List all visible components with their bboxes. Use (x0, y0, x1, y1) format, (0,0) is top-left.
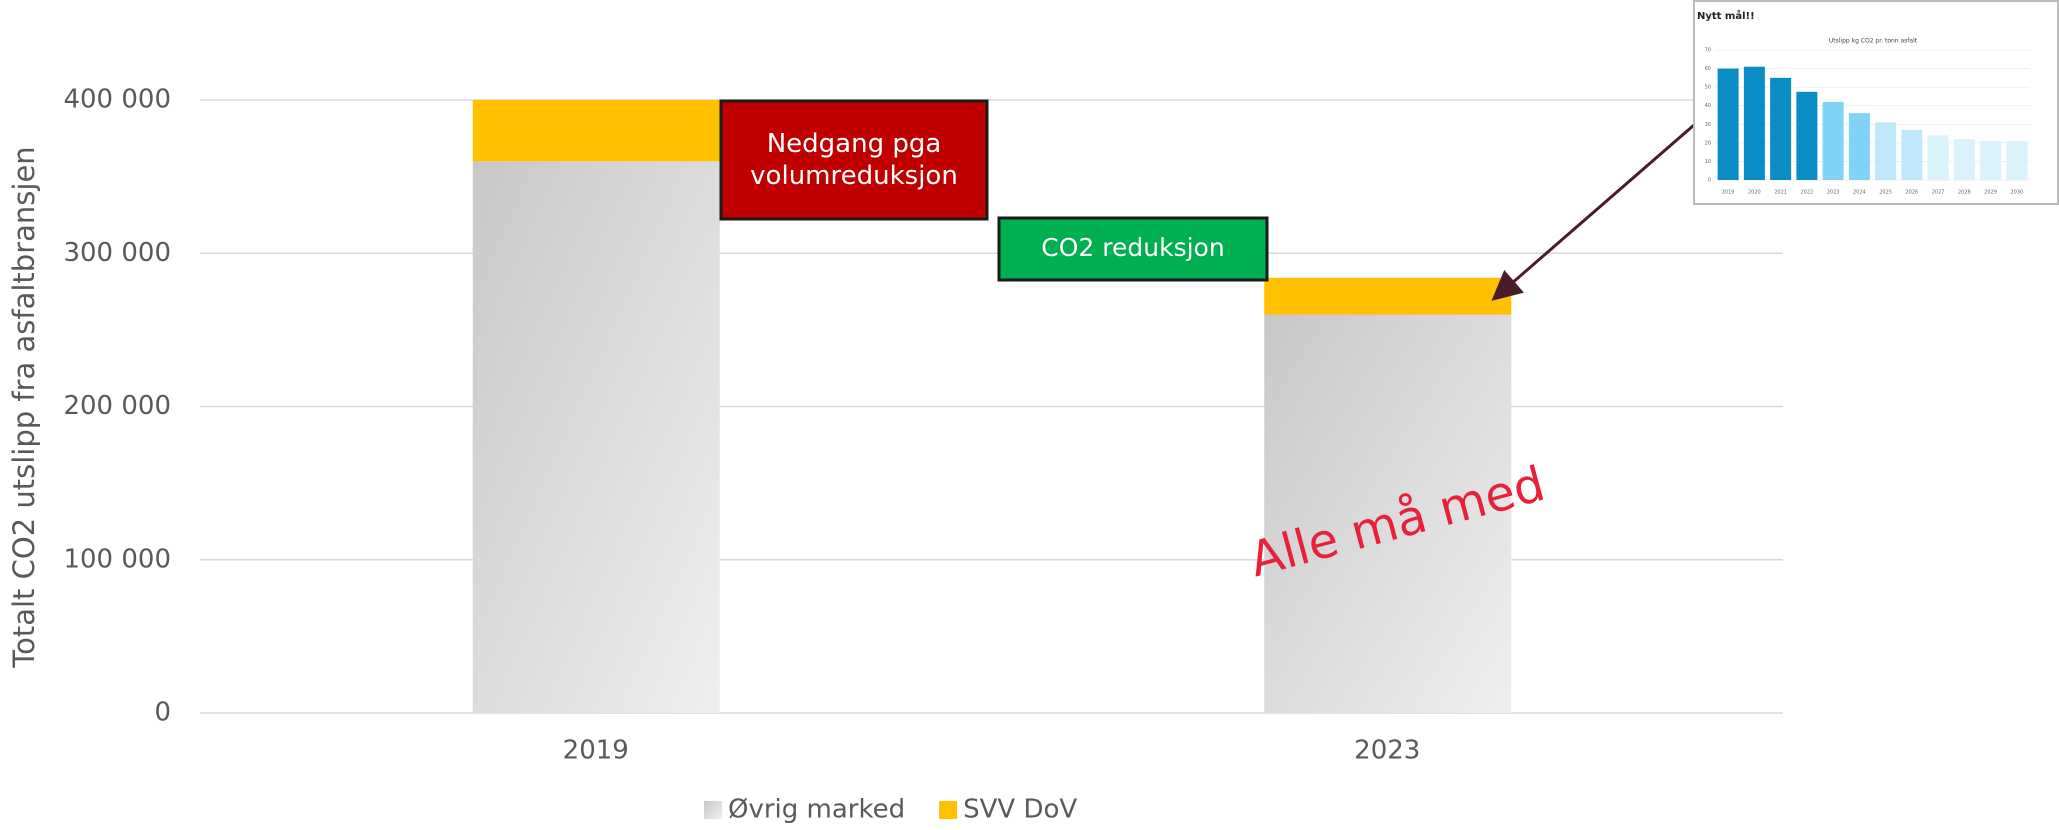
bar (1901, 129, 1923, 180)
x-tick-label: 2026 (1906, 190, 1919, 196)
x-tick-label: 2024 (1853, 190, 1866, 196)
x-tick-label: 2023 (1354, 736, 1420, 766)
y-tick-label: 100 000 (63, 544, 171, 574)
annotation-box (719, 99, 989, 221)
bar (2006, 141, 2028, 180)
bar-segment (1264, 314, 1512, 713)
inset-title: Nytt mål!! (1697, 9, 1755, 22)
bar (1796, 91, 1818, 180)
bar (1770, 77, 1792, 180)
legend-swatch (939, 801, 958, 819)
y-tick-label: 400 000 (63, 85, 171, 115)
bar (1743, 66, 1765, 180)
bar-segment (472, 161, 720, 714)
y-tick-label: 0 (154, 698, 171, 728)
y-tick-label: 70 (1705, 48, 1711, 54)
y-tick-label: 300 000 (63, 238, 171, 268)
y-tick-label: 200 000 (63, 391, 171, 421)
legend-label: Øvrig marked (728, 795, 905, 825)
x-tick-label: 2027 (1932, 190, 1945, 196)
annotation-box (997, 216, 1269, 282)
bar (1927, 135, 1949, 180)
bar (1953, 139, 1975, 180)
bar-segment (472, 100, 720, 162)
bar-segment (1264, 277, 1512, 315)
x-tick-label: 2022 (1801, 190, 1814, 196)
x-tick-label: 2028 (1958, 190, 1971, 196)
bar (1980, 141, 2002, 180)
bar (1875, 122, 1897, 180)
legend-swatch (704, 801, 722, 819)
annotation: CO2 reduksjon (1041, 233, 1224, 262)
bar (1822, 102, 1844, 180)
x-tick-label: 2023 (1827, 190, 1840, 196)
x-tick-label: 2021 (1774, 190, 1787, 196)
y-tick-label: 30 (1705, 122, 1711, 128)
y-tick-label: 20 (1705, 140, 1711, 146)
x-tick-label: 2025 (1879, 190, 1892, 196)
x-tick-label: 2030 (2011, 190, 2024, 196)
arrow (1491, 123, 1695, 301)
legend-label: SVV DoV (963, 795, 1077, 825)
x-tick-label: 2019 (1722, 190, 1735, 196)
x-tick-label: 2020 (1748, 190, 1761, 196)
y-tick-label: 40 (1705, 103, 1711, 109)
x-tick-label: 2019 (563, 736, 629, 766)
y-tick-label: 0 (1708, 178, 1711, 184)
y-axis-title: Totalt CO2 utslipp fra asfaltbransjen (7, 146, 41, 668)
y-tick-label: 60 (1705, 66, 1711, 72)
x-tick-label: 2029 (1984, 190, 1997, 196)
inset-subtitle: Utslipp kg CO2 pr. tonn asfalt (1829, 38, 1918, 45)
y-tick-label: 10 (1705, 159, 1711, 165)
y-tick-label: 50 (1705, 85, 1711, 91)
bar (1717, 68, 1739, 180)
bar (1848, 113, 1870, 180)
annotation: Nedgang pga volumreduksjon (750, 129, 958, 191)
